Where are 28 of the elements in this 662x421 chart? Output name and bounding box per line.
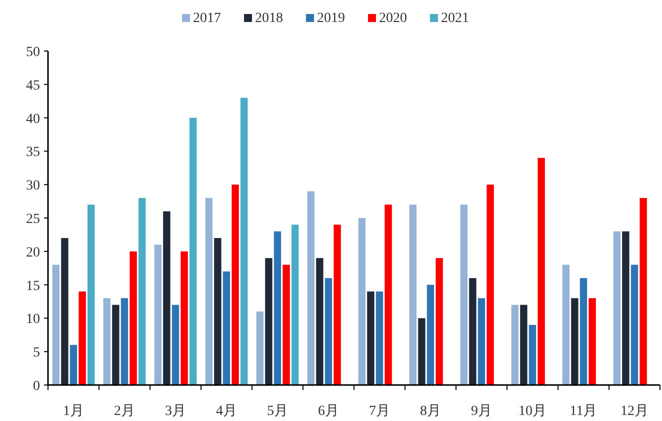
y-tick-label: 10 <box>26 312 40 328</box>
x-tick-label: 10月 <box>518 404 546 419</box>
legend-label: 2021 <box>441 11 469 26</box>
legend-label: 2019 <box>317 11 345 26</box>
legend-label: 2018 <box>255 11 283 26</box>
y-tick-label: 50 <box>26 45 40 60</box>
x-tick-label: 2月 <box>114 404 135 419</box>
y-tick-label: 45 <box>26 78 40 94</box>
y-tick-label: 5 <box>33 346 40 361</box>
x-tick-label: 1月 <box>63 404 84 419</box>
x-tick-label: 11月 <box>570 404 598 419</box>
x-tick-label: 4月 <box>216 404 237 419</box>
y-tick-label: 15 <box>26 278 40 294</box>
x-tick-label: 3月 <box>165 404 186 419</box>
x-tick-label: 5月 <box>267 404 288 419</box>
x-tick-label: 7月 <box>369 404 390 419</box>
legend-label: 2020 <box>379 11 407 26</box>
x-tick-label: 12月 <box>620 404 648 419</box>
x-tick-label: 6月 <box>318 404 339 419</box>
y-tick-label: 20 <box>26 245 40 260</box>
x-tick-label: 8月 <box>420 404 441 419</box>
y-tick-label: 30 <box>26 178 40 194</box>
y-tick-label: 0 <box>33 379 40 394</box>
y-tick-label: 40 <box>26 112 40 127</box>
legend-label: 2017 <box>193 11 221 26</box>
x-tick-label: 9月 <box>471 404 492 419</box>
y-tick-label: 35 <box>26 145 40 160</box>
y-tick-label: 25 <box>26 212 40 227</box>
